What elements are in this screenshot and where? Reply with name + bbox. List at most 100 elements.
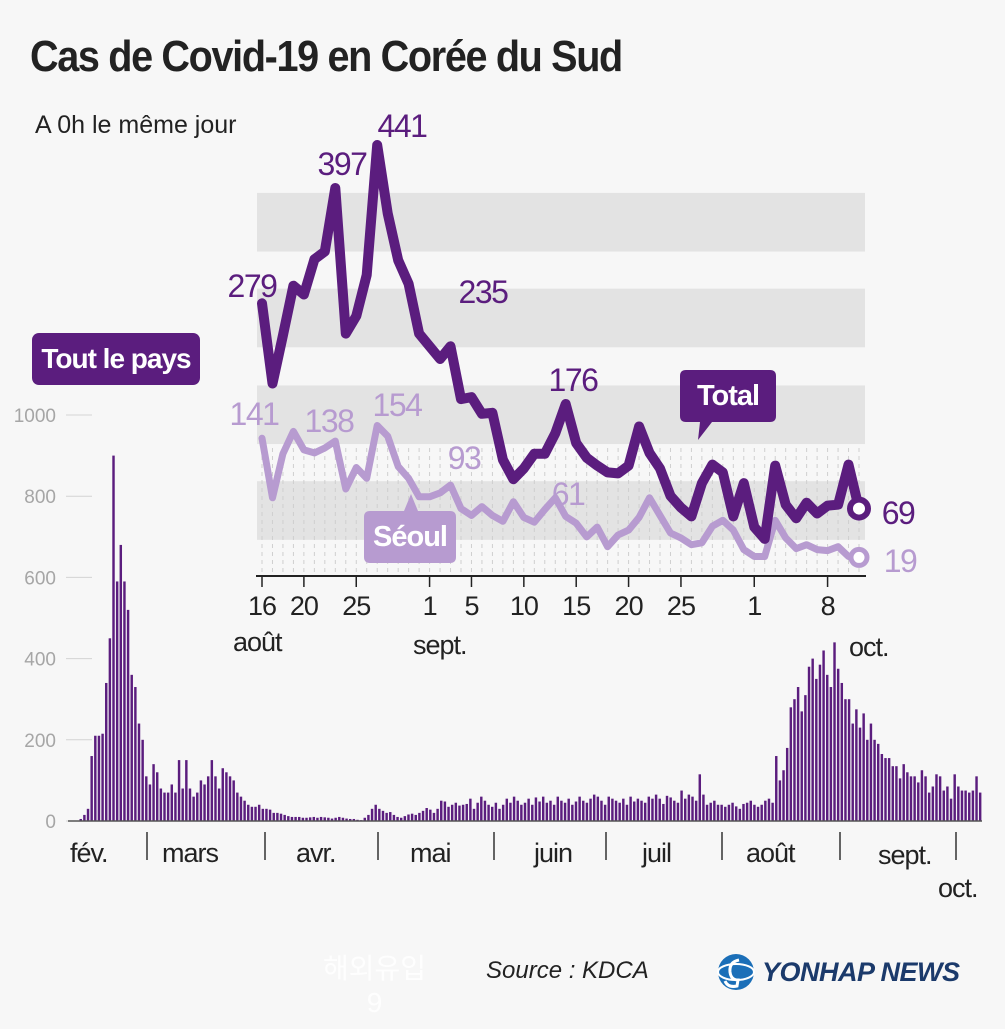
daily-case-bar xyxy=(436,808,439,821)
daily-case-bar xyxy=(79,818,82,821)
daily-case-bar xyxy=(225,772,228,821)
daily-case-bar xyxy=(647,796,651,821)
daily-case-bar xyxy=(931,786,935,821)
daily-case-bar xyxy=(563,802,567,821)
daily-case-bar xyxy=(185,760,188,821)
daily-case-bar xyxy=(421,810,425,821)
daily-case-bar xyxy=(789,707,793,821)
daily-case-bar xyxy=(935,774,938,821)
imported-cases-value: 9 xyxy=(366,987,383,1018)
daily-case-bar xyxy=(501,804,505,821)
daily-case-bar xyxy=(520,804,523,821)
daily-case-bar xyxy=(170,784,174,821)
daily-case-bar xyxy=(549,800,552,821)
daily-case-bar xyxy=(239,796,243,821)
daily-case-bar xyxy=(108,638,112,821)
daily-case-bar xyxy=(319,816,323,821)
total-data-label: 235 xyxy=(459,274,509,310)
daily-case-bar xyxy=(665,795,669,821)
daily-case-bar xyxy=(272,812,275,821)
daily-case-bar xyxy=(687,794,691,821)
daily-case-bar xyxy=(709,802,712,821)
daily-case-bar xyxy=(960,790,964,821)
yonhap-brand: YONHAP NEWS xyxy=(762,956,960,987)
daily-case-bar xyxy=(192,796,195,821)
daily-case-bar xyxy=(552,804,556,821)
inset-x-tick-label: 25 xyxy=(667,591,695,621)
daily-case-bar xyxy=(866,739,869,821)
daily-case-bar xyxy=(902,764,905,821)
daily-case-bar xyxy=(753,804,756,821)
daily-case-bar xyxy=(764,800,767,821)
daily-case-bar xyxy=(283,814,286,821)
daily-case-bar xyxy=(115,581,119,821)
total-legend-callout xyxy=(680,370,776,440)
daily-case-bar xyxy=(268,809,272,821)
daily-case-bar xyxy=(352,818,356,821)
daily-case-bar xyxy=(130,674,133,821)
y-tick-label: 1000 xyxy=(14,406,56,427)
daily-case-bar xyxy=(971,790,975,821)
daily-case-bar xyxy=(97,735,101,821)
daily-case-bar xyxy=(119,544,123,821)
daily-case-bar xyxy=(618,802,621,821)
daily-case-bar xyxy=(443,801,447,821)
daily-case-bar xyxy=(348,818,352,821)
month-label: juin xyxy=(533,838,572,868)
inset-x-tick-label: 16 xyxy=(248,591,276,621)
daily-case-bar xyxy=(410,813,414,821)
daily-case-bar xyxy=(749,800,752,821)
inset-x-tick-label: 1 xyxy=(747,591,761,621)
imported-cases-label: 해외유입 xyxy=(323,953,427,984)
daily-case-bar xyxy=(447,806,450,821)
daily-case-bar xyxy=(643,802,647,821)
daily-case-bar xyxy=(316,817,319,821)
daily-case-bar xyxy=(112,455,115,821)
daily-case-bar xyxy=(833,642,836,821)
daily-case-bar xyxy=(895,766,898,821)
daily-case-bar xyxy=(440,800,443,821)
daily-case-bar xyxy=(265,808,268,821)
month-label: mars xyxy=(162,838,218,868)
daily-case-bar xyxy=(287,816,290,821)
daily-case-bar xyxy=(509,802,512,821)
total-data-label: 441 xyxy=(378,108,428,144)
daily-case-bar xyxy=(276,812,279,821)
total-data-label: 176 xyxy=(549,362,599,398)
daily-case-bar xyxy=(312,816,316,821)
inset-x-tick-label: 15 xyxy=(562,591,590,621)
daily-case-bar xyxy=(906,772,909,821)
seoul-data-label: 61 xyxy=(552,476,585,512)
daily-case-bar xyxy=(862,713,865,821)
source-note: Source : KDCA xyxy=(486,957,649,984)
national-badge: Tout le pays xyxy=(32,333,200,385)
daily-case-bar xyxy=(305,817,308,821)
daily-case-bar xyxy=(458,805,461,821)
daily-case-bar xyxy=(567,798,570,821)
daily-case-bar xyxy=(392,814,396,821)
daily-case-bar xyxy=(826,674,829,821)
daily-case-bar xyxy=(505,798,509,821)
daily-case-bar xyxy=(159,788,163,821)
daily-case-bar xyxy=(487,804,490,821)
daily-case-bar xyxy=(345,818,348,821)
daily-case-bar xyxy=(123,581,126,821)
daily-case-bar xyxy=(673,800,676,821)
daily-case-bar xyxy=(600,800,603,821)
month-label: oct. xyxy=(938,873,978,903)
inset-month-label: sept. xyxy=(413,630,467,660)
daily-case-bar xyxy=(381,810,385,821)
daily-case-bar xyxy=(290,816,294,821)
daily-case-bar xyxy=(633,801,636,821)
daily-case-bar xyxy=(101,733,104,821)
daily-case-bar xyxy=(836,668,840,821)
daily-case-bar xyxy=(483,800,487,821)
daily-case-bar xyxy=(658,798,661,821)
daily-case-bar xyxy=(811,658,814,821)
daily-case-bar xyxy=(869,723,873,821)
daily-case-bar xyxy=(876,743,880,821)
daily-case-bar xyxy=(294,816,297,821)
daily-case-bar xyxy=(669,797,672,821)
daily-case-bar xyxy=(680,790,683,821)
month-label: sept. xyxy=(878,840,932,870)
